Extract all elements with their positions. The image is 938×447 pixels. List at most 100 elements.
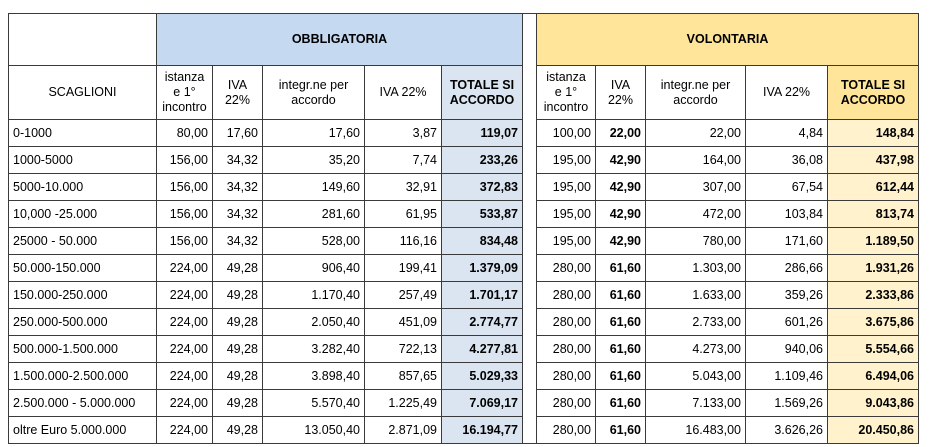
cell-o-totale: 5.029,33 — [441, 362, 523, 390]
table-row: 250.000-500.000 224,00 49,28 2.050,40 451,09… — [8, 308, 919, 336]
cell-v-totale: 5.554,66 — [827, 335, 919, 363]
group-obbligatoria: OBBLIGATORIA — [156, 13, 523, 66]
table-row: 25000 - 50.000 156,00 34,32 528,00 116,16 834… — [8, 227, 919, 255]
cell-o-istanza: 224,00 — [156, 254, 213, 282]
cell-v-iva2: 1.109,46 — [745, 362, 828, 390]
column-gap — [522, 389, 537, 417]
table-row: 1000-5000 156,00 34,32 35,20 7,74 233,26 195,0… — [8, 146, 919, 174]
header-o-iva1: IVA 22% — [212, 65, 263, 120]
cell-v-integr: 7.133,00 — [645, 389, 746, 417]
cell-o-iva2: 722,13 — [364, 335, 442, 363]
cell-v-istanza: 280,00 — [536, 335, 596, 363]
cell-o-iva1: 49,28 — [212, 335, 263, 363]
cell-v-totale: 1.189,50 — [827, 227, 919, 255]
cell-o-integr: 528,00 — [262, 227, 365, 255]
cell-v-iva2: 67,54 — [745, 173, 828, 201]
cell-v-integr: 4.273,00 — [645, 335, 746, 363]
cell-o-istanza: 156,00 — [156, 173, 213, 201]
cell-o-istanza: 156,00 — [156, 146, 213, 174]
column-gap — [522, 281, 537, 309]
cell-v-iva2: 4,84 — [745, 119, 828, 147]
table-row: 0-1000 80,00 17,60 17,60 3,87 119,07 100,00 22,… — [8, 119, 919, 147]
cell-v-iva1: 42,90 — [595, 200, 646, 228]
table-row: 500.000-1.500.000 224,00 49,28 3.282,40 722,… — [8, 335, 919, 363]
cell-o-iva2: 451,09 — [364, 308, 442, 336]
cell-v-totale: 2.333,86 — [827, 281, 919, 309]
cell-v-totale: 1.931,26 — [827, 254, 919, 282]
cell-v-istanza: 195,00 — [536, 173, 596, 201]
column-gap — [522, 335, 537, 363]
cell-v-totale: 437,98 — [827, 146, 919, 174]
cell-v-istanza: 195,00 — [536, 146, 596, 174]
cell-o-iva2: 1.225,49 — [364, 389, 442, 417]
column-gap — [522, 146, 537, 174]
cell-v-iva2: 103,84 — [745, 200, 828, 228]
cell-o-iva2: 32,91 — [364, 173, 442, 201]
cell-o-istanza: 156,00 — [156, 227, 213, 255]
cell-o-totale: 2.774,77 — [441, 308, 523, 336]
cell-o-integr: 13.050,40 — [262, 416, 365, 444]
cell-o-integr: 5.570,40 — [262, 389, 365, 417]
cell-v-istanza: 280,00 — [536, 389, 596, 417]
cell-v-totale: 6.494,06 — [827, 362, 919, 390]
cell-o-iva2: 257,49 — [364, 281, 442, 309]
cell-v-integr: 2.733,00 — [645, 308, 746, 336]
cell-v-iva2: 359,26 — [745, 281, 828, 309]
header-v-iva1: IVA 22% — [595, 65, 646, 120]
column-gap — [522, 227, 537, 255]
cell-v-integr: 1.303,00 — [645, 254, 746, 282]
cell-o-integr: 3.282,40 — [262, 335, 365, 363]
column-gap — [522, 119, 537, 147]
cell-scaglione: 50.000-150.000 — [8, 254, 157, 282]
cell-o-integr: 2.050,40 — [262, 308, 365, 336]
cell-o-istanza: 224,00 — [156, 416, 213, 444]
cell-v-integr: 5.043,00 — [645, 362, 746, 390]
cell-v-iva2: 3.626,26 — [745, 416, 828, 444]
cell-o-iva2: 116,16 — [364, 227, 442, 255]
group-volontaria: VOLONTARIA — [536, 13, 919, 66]
cell-o-iva1: 34,32 — [212, 146, 263, 174]
column-gap — [522, 416, 537, 444]
cell-o-totale: 119,07 — [441, 119, 523, 147]
cell-v-iva1: 61,60 — [595, 308, 646, 336]
cell-v-totale: 3.675,86 — [827, 308, 919, 336]
cell-o-integr: 35,20 — [262, 146, 365, 174]
header-v-iva2: IVA 22% — [745, 65, 828, 120]
cell-v-iva1: 22,00 — [595, 119, 646, 147]
cell-o-iva1: 49,28 — [212, 362, 263, 390]
cell-o-istanza: 224,00 — [156, 281, 213, 309]
cell-o-totale: 1.701,17 — [441, 281, 523, 309]
cell-v-integr: 164,00 — [645, 146, 746, 174]
header-v-istanza: istanza e 1° incontro — [536, 65, 596, 120]
column-gap — [522, 173, 537, 201]
cell-o-totale: 16.194,77 — [441, 416, 523, 444]
column-header-row: SCAGLIONI istanza e 1° incontro IVA 22% … — [8, 65, 919, 120]
header-o-iva2: IVA 22% — [364, 65, 442, 120]
cell-o-integr: 906,40 — [262, 254, 365, 282]
cell-o-totale: 1.379,09 — [441, 254, 523, 282]
cell-o-istanza: 224,00 — [156, 308, 213, 336]
column-gap — [522, 254, 537, 282]
corner-cell — [8, 13, 157, 66]
group-header-row: OBBLIGATORIA VOLONTARIA — [8, 13, 919, 66]
cell-scaglione: 1.500.000-2.500.000 — [8, 362, 157, 390]
cell-o-totale: 7.069,17 — [441, 389, 523, 417]
cell-v-iva1: 61,60 — [595, 389, 646, 417]
cell-o-iva1: 17,60 — [212, 119, 263, 147]
cell-o-istanza: 224,00 — [156, 335, 213, 363]
cell-o-integr: 281,60 — [262, 200, 365, 228]
cell-v-iva1: 61,60 — [595, 254, 646, 282]
cell-v-iva2: 36,08 — [745, 146, 828, 174]
cell-v-istanza: 195,00 — [536, 227, 596, 255]
cell-o-iva1: 34,32 — [212, 200, 263, 228]
cell-v-iva1: 42,90 — [595, 227, 646, 255]
cell-scaglione: 5000-10.000 — [8, 173, 157, 201]
cell-scaglione: 250.000-500.000 — [8, 308, 157, 336]
cell-v-iva2: 940,06 — [745, 335, 828, 363]
cell-v-iva1: 42,90 — [595, 146, 646, 174]
cell-o-integr: 149,60 — [262, 173, 365, 201]
cell-o-totale: 372,83 — [441, 173, 523, 201]
cell-v-istanza: 280,00 — [536, 281, 596, 309]
cell-v-integr: 16.483,00 — [645, 416, 746, 444]
column-gap — [522, 200, 537, 228]
